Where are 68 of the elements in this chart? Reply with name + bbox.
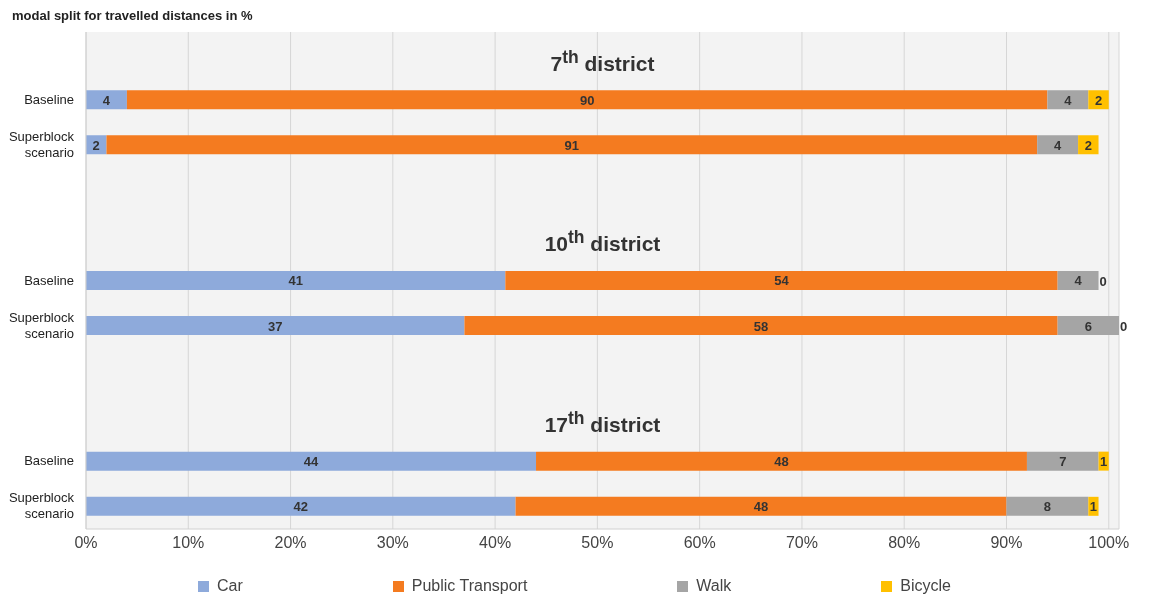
bar xyxy=(86,496,516,516)
data-label: 41 xyxy=(288,273,303,289)
bar xyxy=(86,270,506,290)
data-label: 58 xyxy=(753,318,769,334)
bar xyxy=(464,316,1058,336)
data-label: 1 xyxy=(1089,499,1098,515)
x-tick-label: 50% xyxy=(581,534,614,552)
data-label: 91 xyxy=(564,137,580,153)
bar xyxy=(126,90,1048,110)
bar xyxy=(1026,451,1099,471)
annotation: 17$^{th}$ district xyxy=(543,408,662,438)
bar xyxy=(86,316,465,336)
x-tick-label: 60% xyxy=(683,534,716,552)
y-tick-label: Superblock scenario xyxy=(8,490,75,522)
data-label: 44 xyxy=(303,454,320,470)
x-tick-label: 40% xyxy=(479,534,512,552)
data-label: 0 xyxy=(1120,318,1128,334)
bar xyxy=(1078,135,1099,155)
bar xyxy=(505,270,1058,290)
legend-label: Walk xyxy=(695,577,732,595)
data-label: 2 xyxy=(92,137,100,153)
data-label: 7 xyxy=(1059,454,1067,470)
bar xyxy=(86,90,127,110)
bar xyxy=(1057,270,1099,290)
data-label: 4 xyxy=(102,92,111,108)
x-tick-label: 80% xyxy=(888,534,921,552)
data-label: 0 xyxy=(1099,273,1107,289)
x-tick-label: 20% xyxy=(274,534,307,552)
annotation: 7$^{th}$ district xyxy=(549,46,656,76)
x-tick-label: 10% xyxy=(172,534,205,552)
data-label: 42 xyxy=(293,499,309,515)
x-tick-label: 90% xyxy=(990,534,1023,552)
y-tick-label: Superblock scenario xyxy=(8,309,75,341)
x-tick-label: 100% xyxy=(1088,534,1130,552)
y-tick-label: Baseline xyxy=(24,91,74,107)
bar xyxy=(1006,496,1089,516)
bar xyxy=(1057,316,1119,336)
y-tick-label: Baseline xyxy=(24,272,74,288)
bar xyxy=(106,135,1038,155)
data-label: 6 xyxy=(1084,318,1092,334)
data-label: 48 xyxy=(753,499,769,515)
bar xyxy=(515,496,1007,516)
data-label: 90 xyxy=(579,92,595,108)
x-tick-label: 70% xyxy=(785,534,818,552)
annotation: 10$^{th}$ district xyxy=(543,227,662,257)
bar xyxy=(536,451,1027,471)
bar xyxy=(1047,90,1089,110)
data-label: 4 xyxy=(1074,273,1083,289)
bar xyxy=(1088,90,1109,110)
data-label: 48 xyxy=(774,454,789,470)
data-label: 4 xyxy=(1064,92,1073,108)
legend-label: Bicycle xyxy=(899,577,952,595)
y-tick-label: Baseline xyxy=(24,453,74,469)
data-label: 37 xyxy=(267,318,283,334)
data-label: 1 xyxy=(1100,454,1108,470)
data-label: 2 xyxy=(1094,92,1103,108)
x-tick-label: 30% xyxy=(376,534,409,552)
legend-label: Car xyxy=(215,577,243,595)
data-label: 8 xyxy=(1043,499,1052,515)
y-tick-label: Superblock scenario xyxy=(8,128,75,160)
bar xyxy=(86,451,537,471)
legend-label: Public Transport xyxy=(410,577,528,595)
data-label: 54 xyxy=(774,273,790,289)
data-label: 4 xyxy=(1054,137,1063,153)
data-label: 2 xyxy=(1084,137,1092,153)
x-tick-label: 0% xyxy=(74,534,98,552)
chart-title: modal split for travelled distances in % xyxy=(11,8,254,24)
bar xyxy=(1037,135,1079,155)
